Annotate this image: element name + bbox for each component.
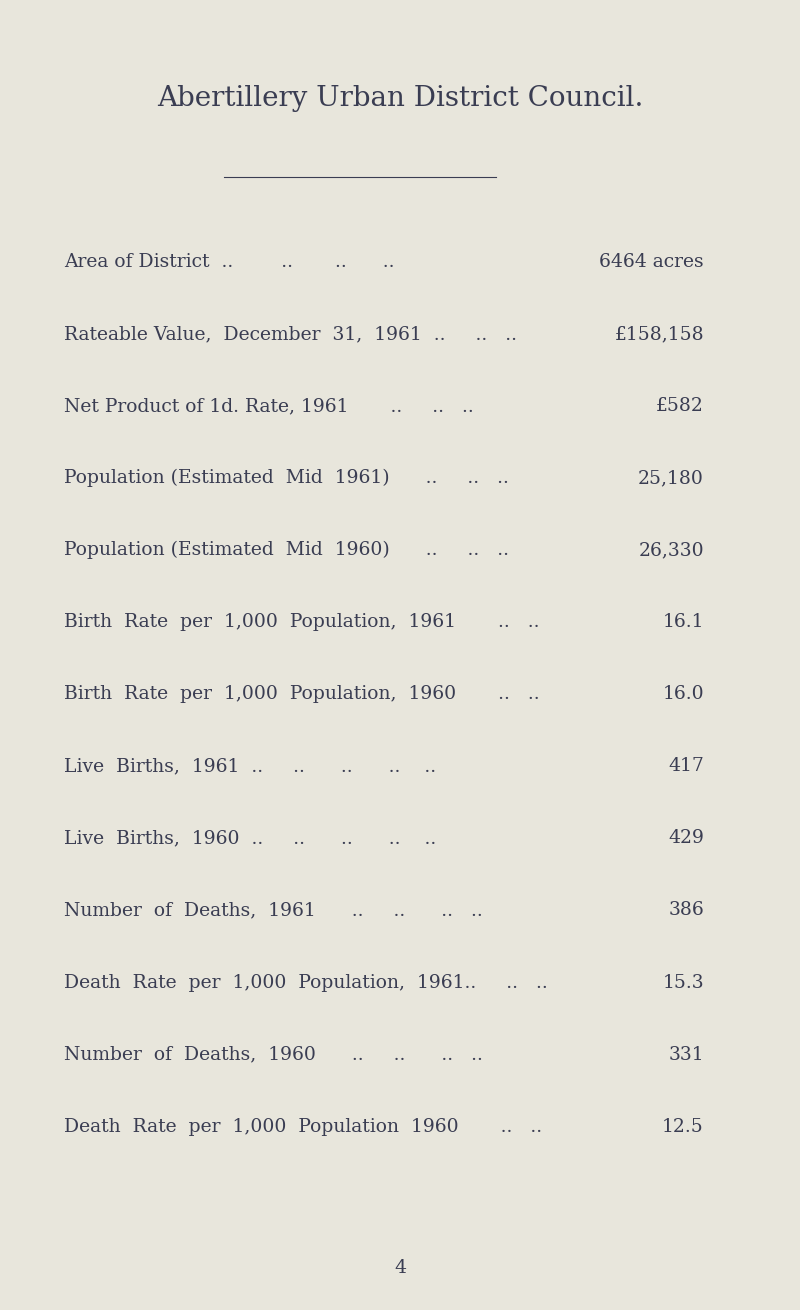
Text: Number  of  Deaths,  1961      ..     ..      ..   ..: Number of Deaths, 1961 .. .. .. .. bbox=[64, 901, 482, 920]
Text: 4: 4 bbox=[394, 1259, 406, 1277]
Text: Abertillery Urban District Council.: Abertillery Urban District Council. bbox=[157, 85, 643, 111]
Text: Birth  Rate  per  1,000  Population,  1961       ..   ..: Birth Rate per 1,000 Population, 1961 ..… bbox=[64, 613, 539, 631]
Text: 16.0: 16.0 bbox=[662, 685, 704, 703]
Text: Net Product of 1d. Rate, 1961       ..     ..   ..: Net Product of 1d. Rate, 1961 .. .. .. bbox=[64, 397, 474, 415]
Text: Live  Births,  1960  ..     ..      ..      ..    ..: Live Births, 1960 .. .. .. .. .. bbox=[64, 829, 436, 848]
Text: Death  Rate  per  1,000  Population,  1961..     ..   ..: Death Rate per 1,000 Population, 1961.. … bbox=[64, 973, 548, 992]
Text: Birth  Rate  per  1,000  Population,  1960       ..   ..: Birth Rate per 1,000 Population, 1960 ..… bbox=[64, 685, 540, 703]
Text: 25,180: 25,180 bbox=[638, 469, 704, 487]
Text: 386: 386 bbox=[668, 901, 704, 920]
Text: £158,158: £158,158 bbox=[614, 325, 704, 343]
Text: 417: 417 bbox=[668, 757, 704, 776]
Text: 16.1: 16.1 bbox=[662, 613, 704, 631]
Text: 6464 acres: 6464 acres bbox=[599, 253, 704, 271]
Text: Number  of  Deaths,  1960      ..     ..      ..   ..: Number of Deaths, 1960 .. .. .. .. bbox=[64, 1045, 483, 1064]
Text: 429: 429 bbox=[668, 829, 704, 848]
Text: 15.3: 15.3 bbox=[662, 973, 704, 992]
Text: Population (Estimated  Mid  1961)      ..     ..   ..: Population (Estimated Mid 1961) .. .. .. bbox=[64, 469, 509, 487]
Text: £582: £582 bbox=[656, 397, 704, 415]
Text: 26,330: 26,330 bbox=[638, 541, 704, 559]
Text: Area of District  ..        ..       ..      ..: Area of District .. .. .. .. bbox=[64, 253, 394, 271]
Text: Population (Estimated  Mid  1960)      ..     ..   ..: Population (Estimated Mid 1960) .. .. .. bbox=[64, 541, 509, 559]
Text: 331: 331 bbox=[668, 1045, 704, 1064]
Text: Live  Births,  1961  ..     ..      ..      ..    ..: Live Births, 1961 .. .. .. .. .. bbox=[64, 757, 436, 776]
Text: Death  Rate  per  1,000  Population  1960       ..   ..: Death Rate per 1,000 Population 1960 .. … bbox=[64, 1117, 542, 1136]
Text: 12.5: 12.5 bbox=[662, 1117, 704, 1136]
Text: Rateable Value,  December  31,  1961  ..     ..   ..: Rateable Value, December 31, 1961 .. .. … bbox=[64, 325, 517, 343]
